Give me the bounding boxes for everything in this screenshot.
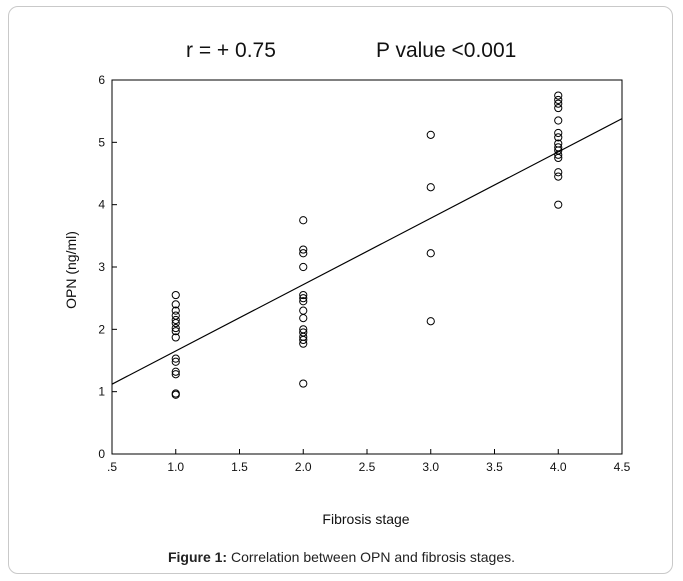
- data-point: [171, 327, 180, 336]
- y-tick-label: 1: [98, 385, 105, 399]
- data-point: [299, 216, 308, 225]
- data-point: [299, 262, 308, 272]
- data-point: [299, 379, 308, 388]
- figure-caption-label: Figure 1:: [167, 549, 228, 565]
- data-point: [171, 390, 180, 399]
- data-point: [554, 133, 563, 142]
- x-tick-label: 2.0: [295, 460, 312, 474]
- data-point: [299, 335, 308, 345]
- data-point: [554, 168, 563, 177]
- data-point: [299, 290, 308, 300]
- data-point: [299, 339, 308, 348]
- x-axis-ticks: .5 1.0 1.5 2.0 2.5 3.0 3.5 4.0 4.5: [107, 449, 631, 474]
- plot-area: [111, 79, 623, 455]
- data-point: [171, 370, 180, 379]
- figure-caption-text: Correlation between OPN and fibrosis sta…: [227, 549, 516, 565]
- x-tick-label: 3.0: [422, 460, 439, 474]
- data-point: [554, 172, 563, 181]
- x-tick-label: 4.5: [614, 460, 631, 474]
- data-point: [554, 116, 563, 125]
- regression-line: [111, 118, 623, 385]
- data-point: [171, 315, 180, 325]
- data-point: [299, 314, 308, 323]
- data-point: [554, 103, 563, 113]
- scatter-chart: r = + 0.75 P value <0.001 .5 1.0 1.5 2.0 2.5…: [63, 39, 631, 527]
- data-point: [171, 333, 180, 342]
- data-point: [299, 294, 308, 303]
- data-point: [426, 183, 435, 192]
- y-axis-label: OPN (ng/ml): [63, 231, 79, 309]
- data-point: [554, 95, 563, 105]
- y-tick-label: 2: [98, 322, 105, 336]
- data-points: [171, 91, 563, 399]
- y-tick-label: 0: [98, 447, 105, 461]
- x-tick-label: .5: [107, 460, 117, 474]
- y-tick-label: 4: [98, 198, 105, 212]
- data-point: [554, 128, 563, 138]
- data-point: [554, 99, 563, 108]
- x-tick-label: 4.0: [550, 460, 567, 474]
- data-point: [171, 354, 180, 363]
- figure-caption: Figure 1: Correlation between OPN and fi…: [0, 549, 683, 565]
- data-point: [171, 300, 180, 309]
- x-tick-label: 1.0: [167, 460, 184, 474]
- data-point: [171, 357, 180, 366]
- data-point: [171, 367, 180, 376]
- x-tick-label: 3.5: [486, 460, 503, 474]
- data-point: [554, 153, 563, 163]
- data-point: [426, 249, 435, 258]
- data-point: [171, 323, 180, 333]
- data-point: [299, 306, 308, 315]
- data-point: [171, 319, 180, 328]
- data-point: [554, 200, 563, 209]
- p-value: P value <0.001: [376, 39, 516, 62]
- data-point: [554, 150, 563, 159]
- data-point: [171, 306, 180, 315]
- data-point: [554, 91, 563, 100]
- y-axis-ticks: 0 1 2 3 4 5 6: [98, 73, 117, 461]
- data-point: [299, 249, 308, 258]
- data-point: [299, 297, 308, 306]
- data-point: [299, 245, 308, 254]
- x-tick-label: 1.5: [231, 460, 248, 474]
- y-tick-label: 6: [98, 73, 105, 87]
- y-tick-label: 3: [98, 260, 105, 274]
- x-tick-label: 2.5: [359, 460, 376, 474]
- y-tick-label: 5: [98, 135, 105, 149]
- data-point: [171, 290, 180, 300]
- x-axis-label: Fibrosis stage: [322, 511, 409, 527]
- correlation-coefficient: r = + 0.75: [186, 39, 276, 62]
- data-point: [426, 130, 435, 139]
- data-point: [426, 317, 435, 326]
